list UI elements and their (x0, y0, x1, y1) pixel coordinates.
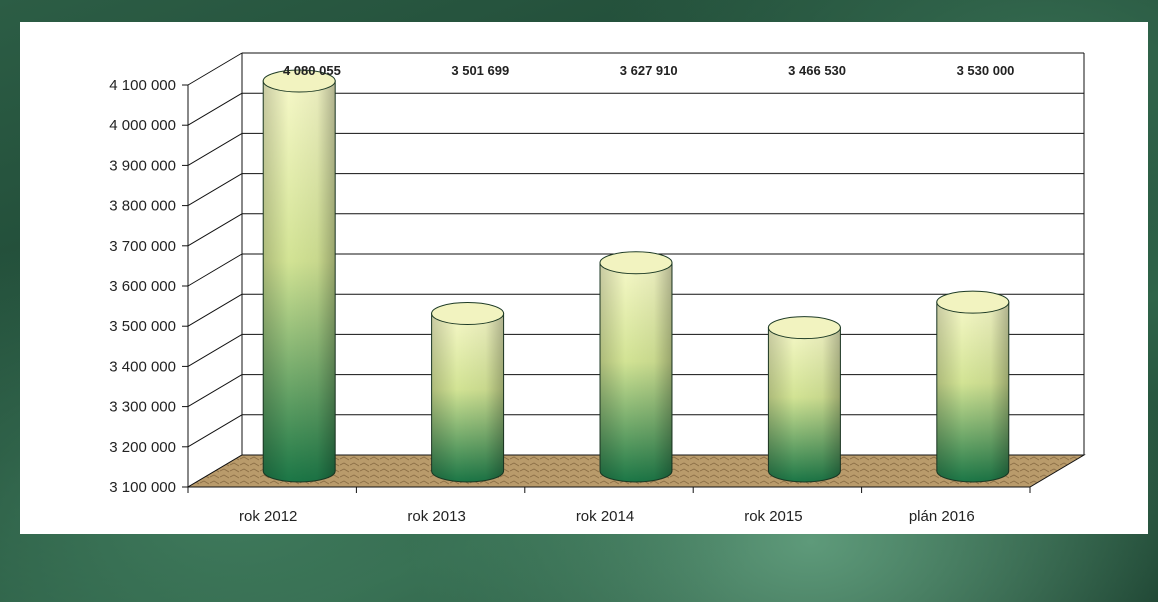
data-label: 3 501 699 (451, 63, 509, 78)
y-tick-label: 3 400 000 (109, 358, 176, 375)
side-gridline (187, 253, 243, 287)
side-gridline (187, 132, 243, 166)
bar-5 (936, 290, 1010, 483)
bar-top (767, 316, 841, 340)
bar-top (262, 69, 336, 93)
side-gridline (187, 374, 243, 408)
side-gridline (187, 173, 243, 207)
y-tick-label: 3 600 000 (109, 278, 176, 295)
bar-shading (263, 81, 336, 483)
data-label: 3 530 000 (957, 63, 1015, 78)
bar-top (936, 290, 1010, 314)
data-label: 4 080 055 (283, 63, 341, 78)
y-tick-label: 4 000 000 (109, 117, 176, 134)
side-gridline (187, 213, 243, 247)
bar-shading (768, 327, 841, 483)
y-tick-label: 3 800 000 (109, 198, 176, 215)
x-tick-label: rok 2012 (239, 508, 297, 525)
bar-shading (431, 313, 504, 483)
side-gridline (187, 92, 243, 126)
data-label: 3 466 530 (788, 63, 846, 78)
bar-shading (600, 262, 672, 482)
y-tick-label: 3 900 000 (109, 157, 176, 174)
data-label: 3 627 910 (620, 63, 678, 78)
bar-shading (936, 302, 1009, 483)
bar-top (431, 302, 505, 326)
y-tick-label: 3 700 000 (109, 238, 176, 255)
x-tick-label: plán 2016 (909, 508, 975, 525)
side-gridline (187, 333, 243, 367)
side-gridline (187, 414, 243, 448)
x-tick-label: rok 2013 (407, 508, 465, 525)
bar-2 (431, 302, 505, 483)
bar-1 (262, 69, 336, 483)
y-tick-label: 3 100 000 (109, 479, 176, 496)
bar-top (599, 251, 673, 275)
side-gridline (187, 293, 243, 327)
bar-4 (767, 316, 841, 483)
side-gridline (187, 52, 243, 86)
y-tick-label: 3 200 000 (109, 439, 176, 456)
bar-3 (599, 251, 673, 483)
x-tick-label: rok 2015 (744, 508, 802, 525)
x-tick-label: rok 2014 (576, 508, 634, 525)
y-tick-label: 3 500 000 (109, 318, 176, 335)
y-tick-label: 3 300 000 (109, 399, 176, 416)
y-tick-label: 4 100 000 (109, 77, 176, 94)
